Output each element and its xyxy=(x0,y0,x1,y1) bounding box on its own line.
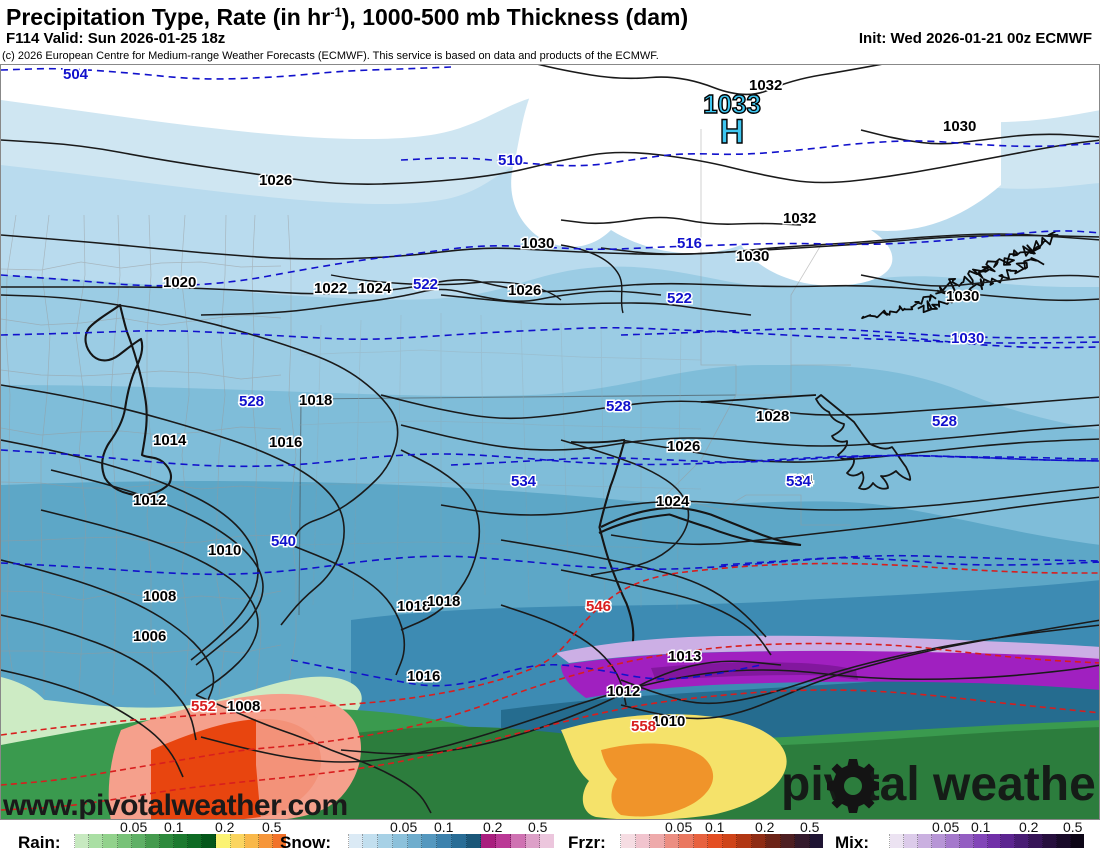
svg-text:1008: 1008 xyxy=(227,698,260,715)
svg-text:522: 522 xyxy=(413,276,438,293)
svg-text:1026: 1026 xyxy=(667,438,700,455)
svg-text:1012: 1012 xyxy=(607,683,640,700)
svg-text:1013: 1013 xyxy=(668,648,701,665)
svg-text:534: 534 xyxy=(786,473,812,490)
svg-text:522: 522 xyxy=(667,290,692,307)
svg-text:1022: 1022 xyxy=(314,280,347,297)
svg-text:H: H xyxy=(720,113,745,151)
svg-text:558: 558 xyxy=(631,718,656,735)
svg-text:528: 528 xyxy=(606,398,631,415)
svg-text:1010: 1010 xyxy=(652,713,685,730)
svg-text:534: 534 xyxy=(511,473,537,490)
svg-text:1024: 1024 xyxy=(358,280,392,297)
svg-text:1026: 1026 xyxy=(508,282,541,299)
svg-text:1008: 1008 xyxy=(143,588,176,605)
svg-text:516: 516 xyxy=(677,235,702,252)
svg-text:1030: 1030 xyxy=(951,330,984,347)
svg-text:1016: 1016 xyxy=(269,434,302,451)
svg-text:1020: 1020 xyxy=(163,274,196,291)
svg-text:1032: 1032 xyxy=(749,77,782,94)
svg-text:540: 540 xyxy=(271,533,296,550)
svg-text:528: 528 xyxy=(932,413,957,430)
svg-text:510: 510 xyxy=(498,152,523,169)
svg-text:1010: 1010 xyxy=(208,542,241,559)
svg-text:1018: 1018 xyxy=(427,593,460,610)
svg-text:552: 552 xyxy=(191,698,216,715)
svg-text:1018: 1018 xyxy=(397,598,430,615)
svg-text:1012: 1012 xyxy=(133,492,166,509)
svg-text:1030: 1030 xyxy=(943,118,976,135)
svg-text:1014: 1014 xyxy=(153,432,187,449)
svg-text:1018: 1018 xyxy=(299,392,332,409)
svg-text:528: 528 xyxy=(239,393,264,410)
svg-text:1024: 1024 xyxy=(656,493,690,510)
svg-text:1016: 1016 xyxy=(407,668,440,685)
svg-text:504: 504 xyxy=(63,66,89,83)
svg-text:1030: 1030 xyxy=(946,288,979,305)
svg-text:1028: 1028 xyxy=(756,408,789,425)
svg-text:1030: 1030 xyxy=(521,235,554,252)
svg-text:1030: 1030 xyxy=(736,248,769,265)
svg-text:1032: 1032 xyxy=(783,210,816,227)
svg-text:1026: 1026 xyxy=(259,172,292,189)
svg-text:546: 546 xyxy=(586,598,611,615)
svg-text:1006: 1006 xyxy=(133,628,166,645)
svg-text:www.pivotalweather.com: www.pivotalweather.com xyxy=(2,789,348,820)
